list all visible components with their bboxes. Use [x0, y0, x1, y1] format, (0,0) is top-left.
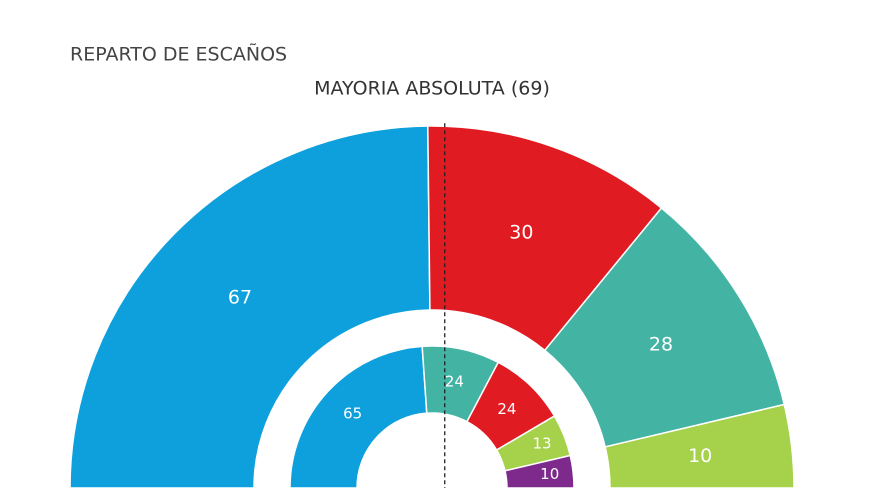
seat-label: 10	[688, 445, 712, 467]
seat-label: 24	[497, 400, 516, 418]
seat-label: 13	[532, 434, 551, 452]
annotation: MAYORIA ABSOLUTA (69)	[314, 78, 550, 100]
seat-label: 10	[540, 465, 559, 483]
seat-label: 65	[343, 404, 362, 422]
seat-segment	[289, 345, 428, 489]
seat-segment	[604, 403, 795, 489]
seat-label: 67	[228, 287, 252, 309]
chart-title: REPARTO DE ESCAÑOS	[70, 43, 287, 66]
seat-segment	[504, 454, 575, 489]
seat-label: 24	[445, 372, 464, 390]
seat-label: 28	[649, 333, 673, 355]
seat-label: 30	[509, 222, 533, 244]
seat-segment	[69, 125, 431, 489]
